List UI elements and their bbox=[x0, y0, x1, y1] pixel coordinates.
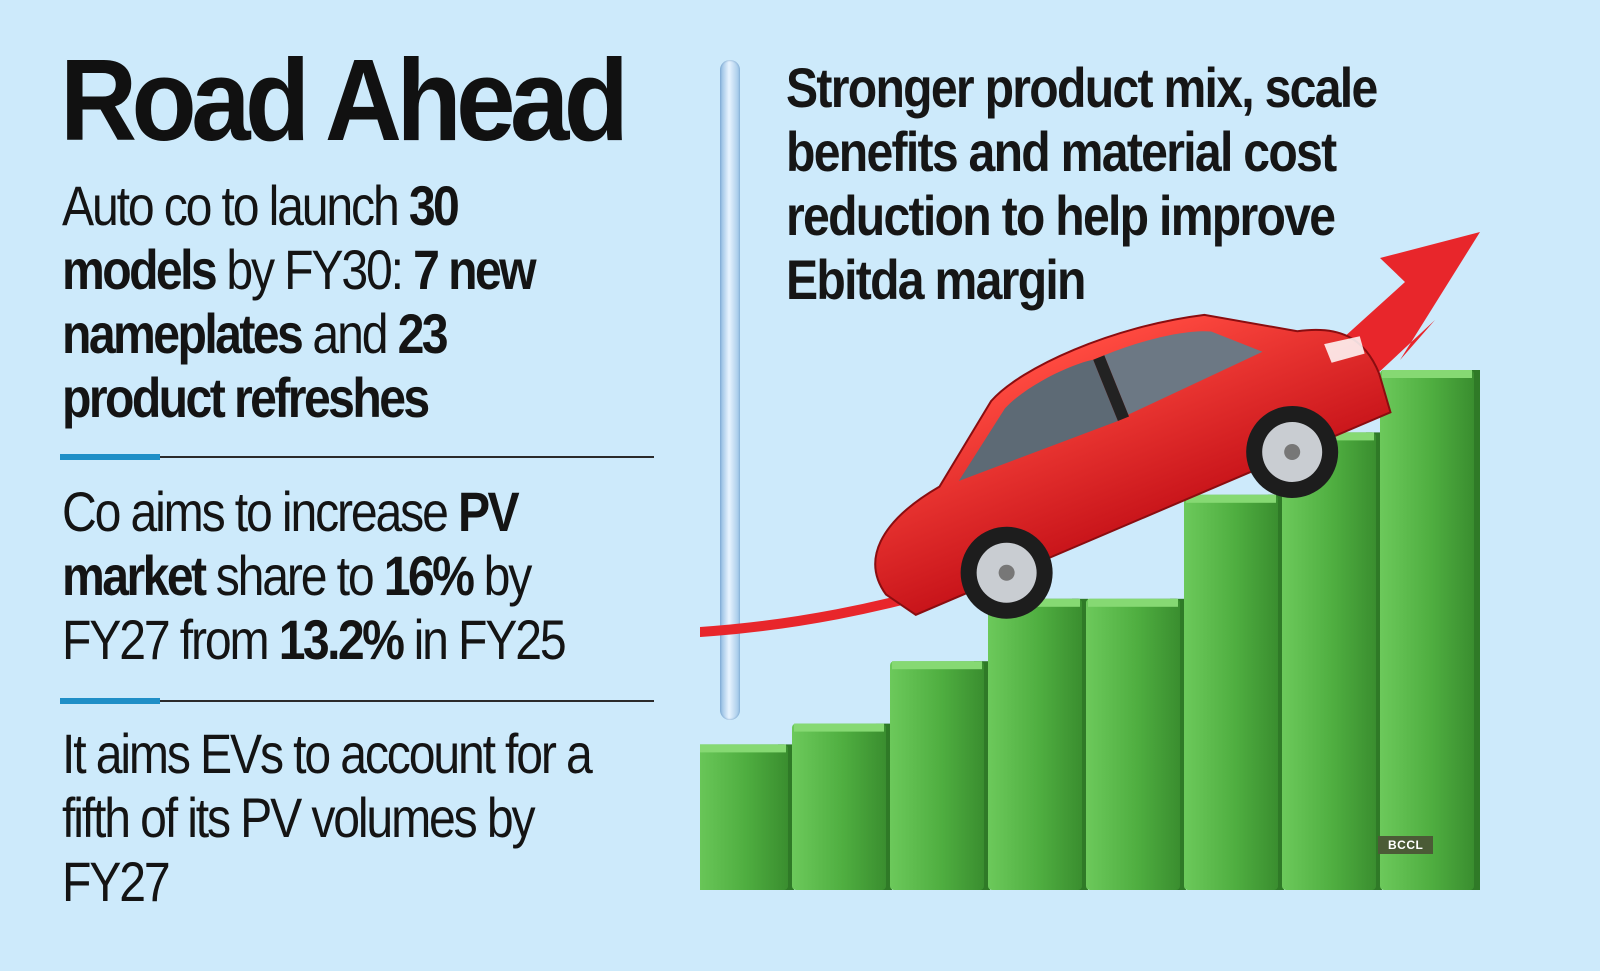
bar bbox=[1086, 598, 1180, 890]
bar bbox=[890, 661, 984, 890]
bar-top bbox=[1186, 494, 1276, 503]
key-point-highlight: 13.2% bbox=[278, 608, 405, 671]
key-point-highlight: PV market bbox=[62, 480, 520, 607]
key-point-highlight: 30 models bbox=[62, 174, 460, 301]
key-point-text: share to bbox=[204, 544, 384, 607]
key-point-models: Auto co to launch 30 models by FY30: 7 n… bbox=[62, 174, 612, 430]
key-point-text: by FY30: bbox=[215, 238, 414, 301]
key-point-text: and bbox=[301, 302, 398, 365]
bar bbox=[1282, 432, 1376, 890]
arrow-head-icon bbox=[1332, 232, 1480, 388]
key-point-highlight: 7 new nameplates bbox=[62, 238, 537, 365]
bar-top bbox=[892, 661, 982, 670]
key-point-market-share: Co aims to increase PV market share to 1… bbox=[62, 480, 612, 672]
bar-top bbox=[1088, 598, 1178, 607]
headline: Road Ahead bbox=[60, 35, 629, 165]
divider-pole bbox=[720, 60, 740, 720]
growth-illustration bbox=[700, 232, 1480, 890]
key-point-text: in FY25 bbox=[402, 608, 567, 671]
bar bbox=[700, 744, 788, 890]
bar-top bbox=[1382, 370, 1472, 378]
key-point-ev-share: It aims EVs to account for a fifth of it… bbox=[62, 722, 612, 914]
key-point-text: Auto co to launch bbox=[62, 174, 409, 237]
bar bbox=[1380, 370, 1474, 890]
divider bbox=[60, 698, 654, 704]
bar bbox=[1184, 494, 1278, 890]
key-point-highlight: 23 product refreshes bbox=[62, 302, 449, 429]
right-heading: Stronger product mix, scale benefits and… bbox=[786, 56, 1378, 311]
bar bbox=[792, 723, 886, 890]
key-point-text: It aims EVs to account for a fifth of it… bbox=[62, 722, 593, 913]
divider bbox=[60, 454, 654, 460]
bar bbox=[988, 598, 1082, 890]
key-point-text: by FY27 from bbox=[62, 544, 532, 671]
key-point-highlight: 16% bbox=[383, 544, 475, 607]
key-point-text: Co aims to increase bbox=[62, 480, 458, 543]
bar-series bbox=[700, 370, 1480, 890]
bar-top bbox=[794, 723, 884, 732]
bar-top bbox=[700, 744, 786, 753]
photo-credit: BCCL bbox=[1378, 836, 1434, 854]
car-icon bbox=[874, 313, 1392, 619]
